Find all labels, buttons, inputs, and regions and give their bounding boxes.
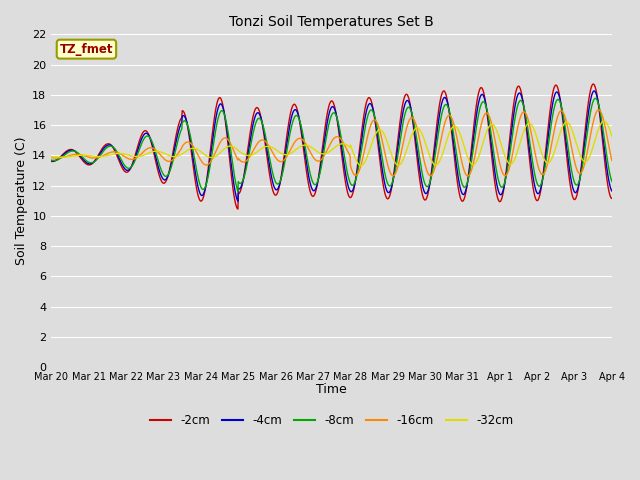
-2cm (298, 129, 305, 134)
Line: -8cm: -8cm (51, 98, 612, 192)
-16cm (297, 136, 305, 142)
Text: TZ_fmet: TZ_fmet (60, 43, 113, 56)
-8cm (91, 158, 99, 164)
Line: -32cm: -32cm (51, 121, 612, 166)
-8cm (285, 133, 293, 139)
-16cm (464, 173, 472, 179)
-4cm (590, 88, 598, 94)
-2cm (91, 158, 99, 164)
-4cm (47, 158, 55, 164)
Line: -2cm: -2cm (51, 84, 612, 209)
-4cm (298, 125, 305, 131)
-16cm (285, 149, 293, 155)
-2cm (285, 115, 293, 121)
Legend: -2cm, -4cm, -8cm, -16cm, -32cm: -2cm, -4cm, -8cm, -16cm, -32cm (145, 410, 518, 432)
Line: -4cm: -4cm (51, 91, 612, 201)
-8cm (298, 123, 305, 129)
-2cm (234, 206, 242, 212)
-32cm (608, 133, 616, 139)
-16cm (307, 150, 315, 156)
-32cm (600, 118, 608, 124)
Line: -16cm: -16cm (51, 110, 612, 176)
-2cm (307, 192, 315, 197)
-8cm (234, 189, 242, 194)
-2cm (608, 196, 616, 202)
-32cm (297, 144, 305, 149)
-32cm (285, 151, 293, 157)
-16cm (114, 150, 122, 156)
-8cm (47, 157, 55, 163)
-4cm (91, 158, 99, 164)
-32cm (307, 144, 315, 150)
-2cm (114, 154, 122, 160)
-8cm (114, 150, 122, 156)
-4cm (285, 124, 293, 130)
-32cm (91, 154, 99, 159)
-4cm (307, 184, 315, 190)
Y-axis label: Soil Temperature (C): Soil Temperature (C) (15, 136, 28, 265)
-8cm (367, 107, 374, 113)
-8cm (608, 179, 616, 184)
-8cm (307, 175, 315, 180)
-16cm (595, 107, 602, 113)
-2cm (589, 81, 597, 87)
-4cm (608, 188, 616, 194)
-16cm (367, 123, 374, 129)
-32cm (367, 144, 374, 150)
-8cm (591, 96, 599, 101)
-16cm (47, 155, 55, 160)
Title: Tonzi Soil Temperatures Set B: Tonzi Soil Temperatures Set B (229, 15, 434, 29)
-2cm (367, 96, 374, 102)
-32cm (114, 151, 122, 156)
-4cm (367, 101, 374, 107)
-16cm (91, 155, 99, 161)
-2cm (47, 158, 55, 164)
-32cm (357, 163, 365, 168)
-4cm (114, 152, 122, 157)
-16cm (608, 158, 616, 164)
-32cm (47, 154, 55, 160)
X-axis label: Time: Time (316, 384, 347, 396)
-4cm (234, 198, 242, 204)
